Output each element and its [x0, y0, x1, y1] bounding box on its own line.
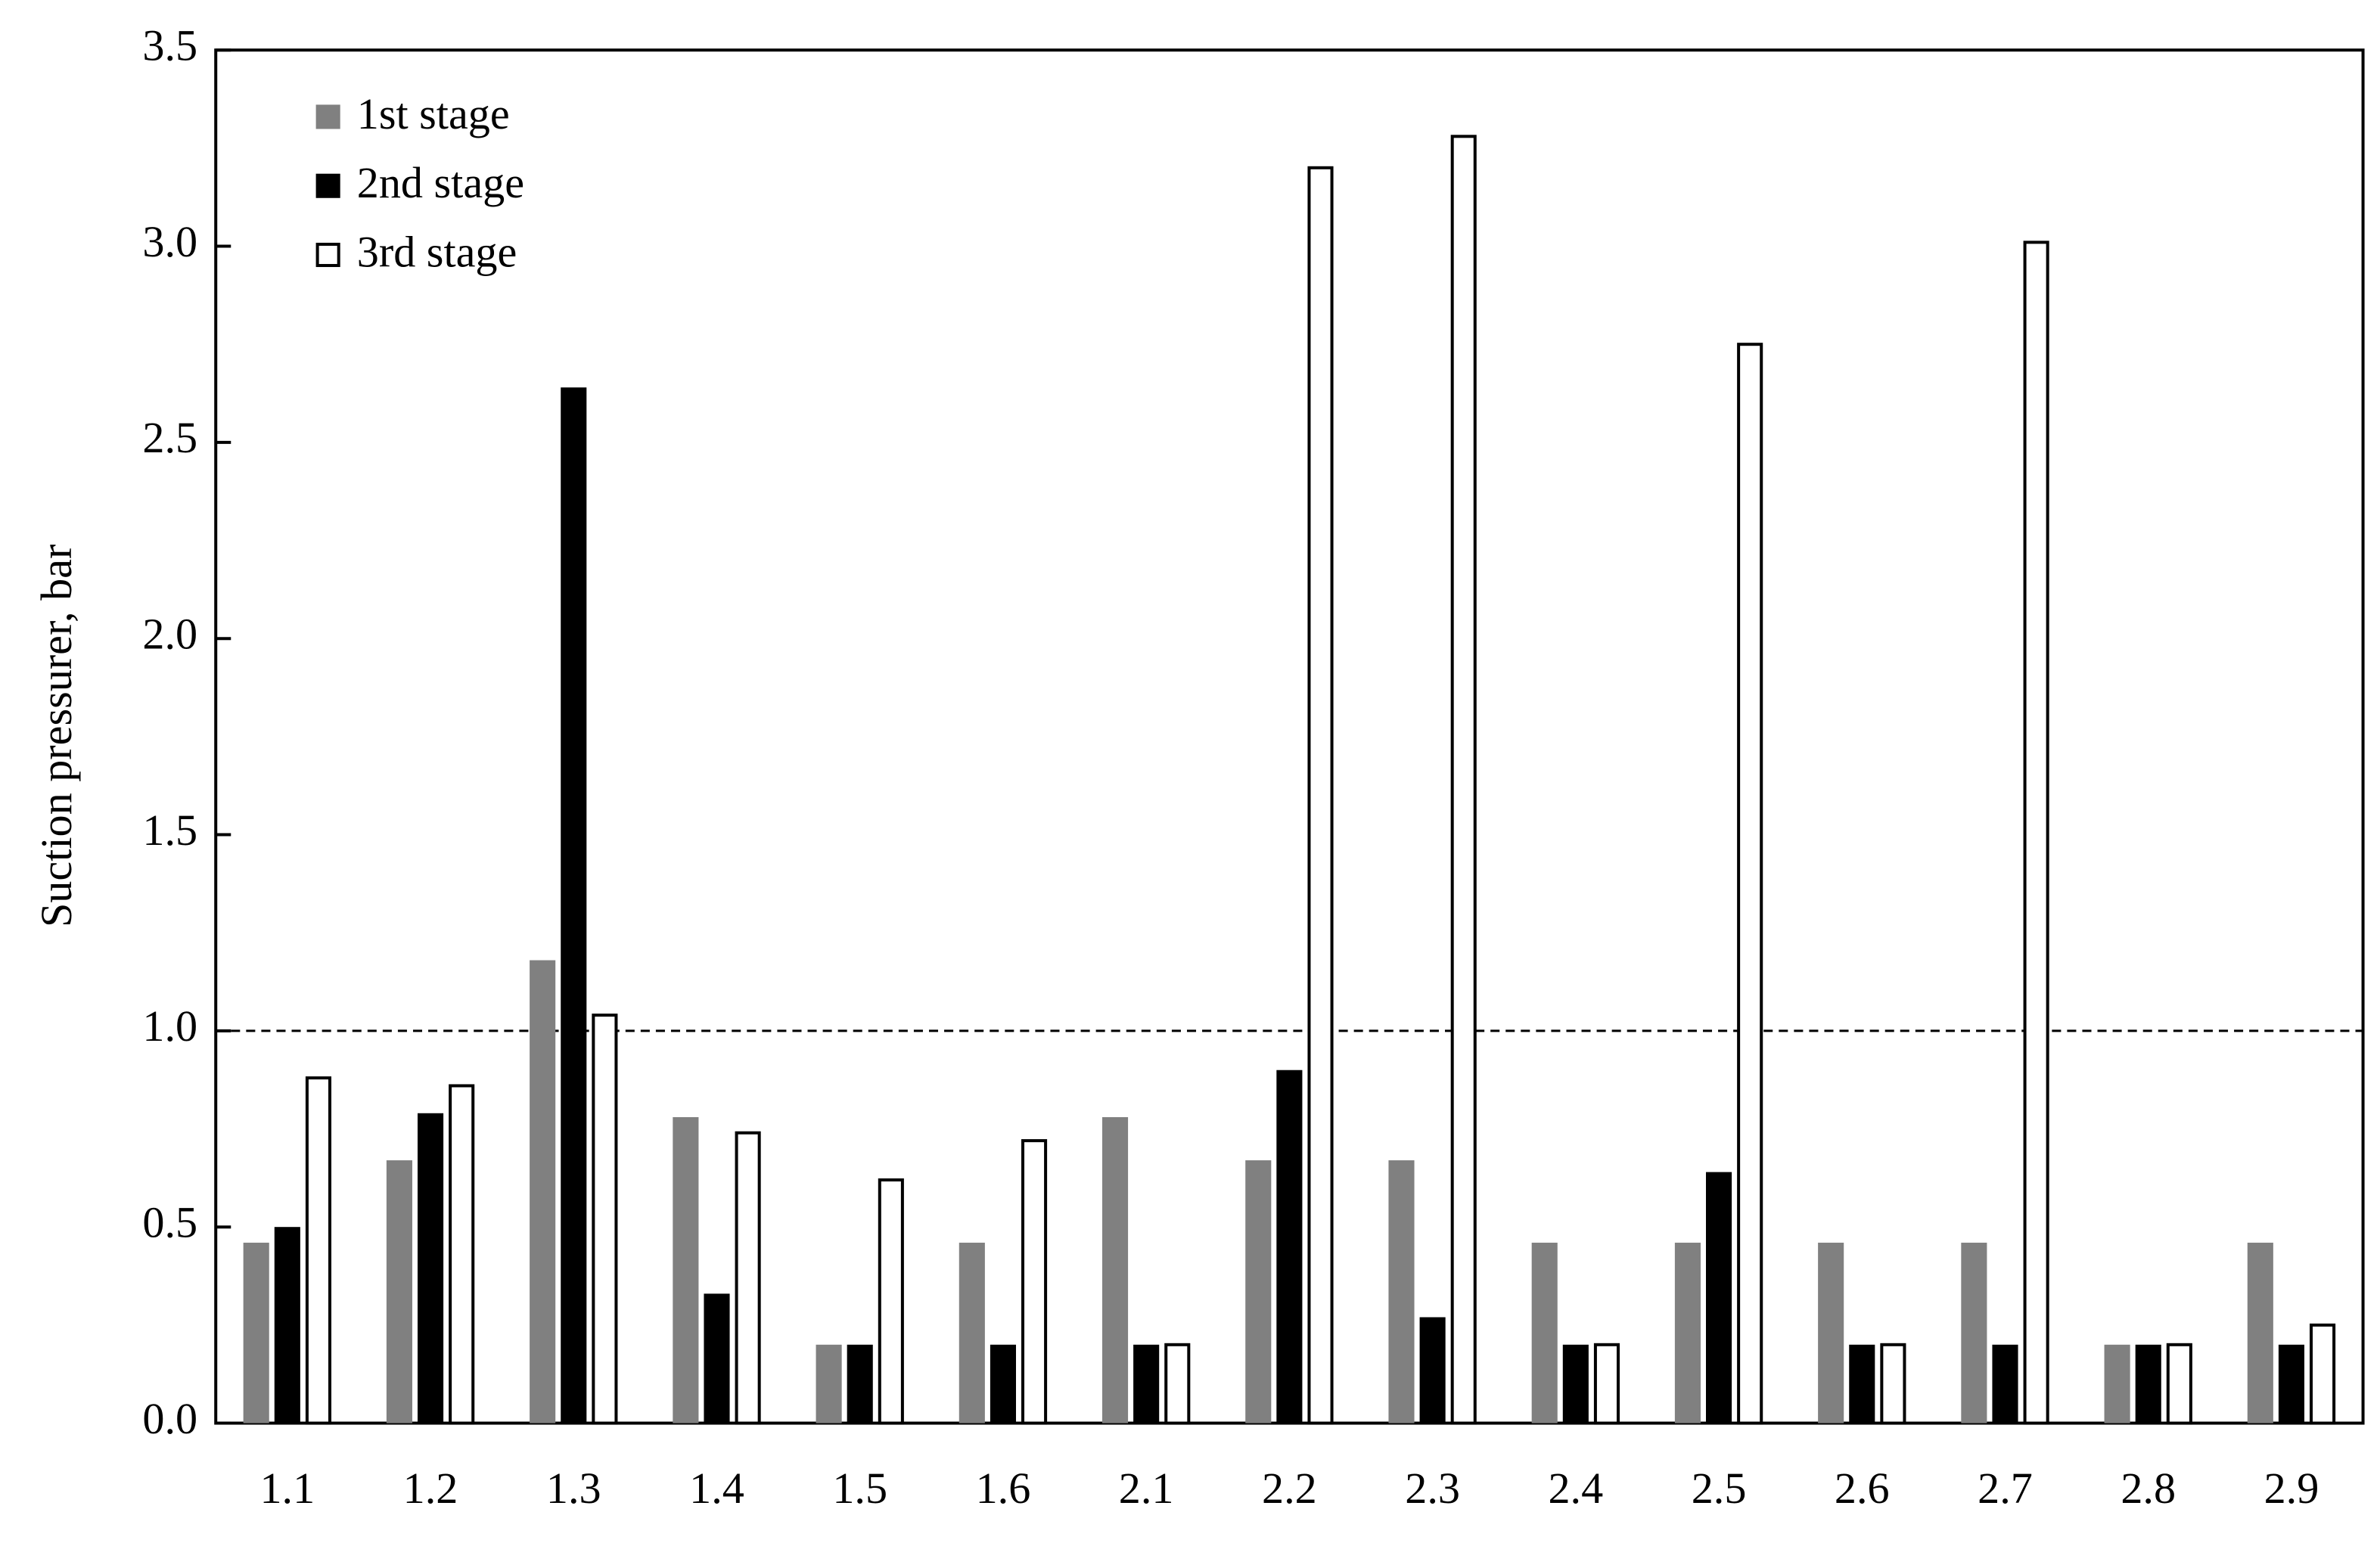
bar — [1419, 1317, 1446, 1423]
bar — [2023, 241, 2049, 1425]
bar — [1992, 1344, 2018, 1423]
bar — [274, 1227, 300, 1423]
y-tick-label: 0.0 — [142, 1394, 197, 1443]
x-tick-label: 2.6 — [1835, 1464, 1890, 1513]
bar — [2247, 1242, 2273, 1423]
bar — [1164, 1343, 1191, 1425]
bar — [847, 1344, 873, 1423]
x-tick-label: 2.2 — [1262, 1464, 1317, 1513]
legend-label: 1st stage — [357, 89, 510, 138]
legend-swatch — [315, 173, 340, 198]
y-tick-label: 2.0 — [142, 610, 197, 659]
x-tick-label: 1.2 — [403, 1464, 458, 1513]
y-tick-label: 2.5 — [142, 413, 197, 462]
bar — [959, 1242, 985, 1423]
bar — [1849, 1344, 1875, 1423]
y-axis-label: Suction pressurer, bar — [32, 545, 81, 927]
bar — [1593, 1343, 1620, 1425]
bar — [1737, 343, 1763, 1425]
x-tick-label: 1.5 — [832, 1464, 887, 1513]
bar — [1531, 1242, 1558, 1423]
bar — [530, 960, 556, 1423]
bar — [704, 1293, 730, 1423]
bar — [417, 1113, 444, 1423]
x-tick-label: 1.3 — [546, 1464, 601, 1513]
x-tick-label: 2.5 — [1692, 1464, 1747, 1513]
bar — [2310, 1323, 2336, 1425]
bar — [592, 1014, 618, 1425]
bar — [2278, 1344, 2304, 1423]
x-tick-label: 1.6 — [976, 1464, 1031, 1513]
bar — [1961, 1242, 1987, 1423]
bar — [1307, 166, 1334, 1425]
x-tick-label: 2.3 — [1405, 1464, 1460, 1513]
bar — [449, 1084, 475, 1425]
legend-swatch — [315, 242, 340, 268]
x-tick-label: 2.9 — [2264, 1464, 2319, 1513]
bar — [673, 1116, 699, 1423]
bar — [1818, 1242, 1844, 1423]
bar — [1674, 1242, 1701, 1423]
bar — [561, 387, 587, 1423]
y-tick-label: 3.0 — [142, 217, 197, 266]
bar — [1880, 1343, 1906, 1425]
bar — [1101, 1116, 1129, 1423]
bar — [1706, 1172, 1732, 1423]
bar — [2104, 1344, 2130, 1423]
x-tick-label: 2.1 — [1119, 1464, 1174, 1513]
y-tick-label: 1.0 — [142, 1001, 197, 1051]
bar — [735, 1131, 761, 1425]
bar — [1276, 1070, 1303, 1423]
legend-label: 2nd stage — [357, 158, 524, 207]
bar — [1133, 1344, 1160, 1423]
y-tick-label: 0.5 — [142, 1198, 197, 1247]
bar — [1562, 1344, 1589, 1423]
legend-swatch — [315, 104, 340, 129]
bar — [386, 1160, 412, 1423]
x-tick-label: 1.4 — [689, 1464, 744, 1513]
bar — [878, 1178, 904, 1425]
x-tick-label: 1.1 — [259, 1464, 315, 1513]
bar — [1021, 1139, 1048, 1425]
legend-label: 3rd stage — [357, 227, 517, 276]
bar — [305, 1076, 331, 1425]
bar — [1388, 1160, 1415, 1423]
y-tick-label: 3.5 — [142, 21, 197, 70]
bar — [243, 1242, 269, 1423]
x-tick-label: 2.4 — [1548, 1464, 1603, 1513]
bar — [990, 1344, 1016, 1423]
bar — [2166, 1343, 2192, 1425]
bar — [1245, 1160, 1272, 1423]
x-tick-label: 2.7 — [1978, 1464, 2033, 1513]
bar — [1450, 135, 1477, 1425]
x-tick-label: 2.8 — [2121, 1464, 2176, 1513]
y-tick-label: 1.5 — [142, 806, 197, 855]
bar — [816, 1344, 842, 1423]
bar — [2135, 1344, 2161, 1423]
